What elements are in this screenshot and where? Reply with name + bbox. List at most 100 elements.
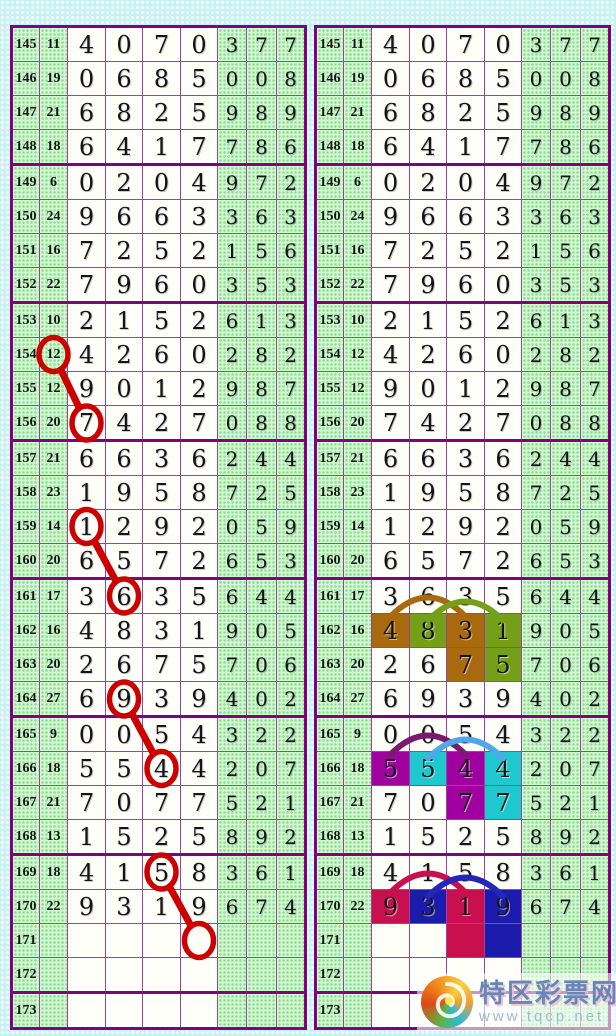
cell-sum: 27: [39, 681, 68, 717]
cell-d2: [105, 923, 143, 958]
cell-sum: [343, 957, 372, 993]
cell-g1: 7: [217, 647, 247, 682]
cell-g1: 7: [521, 475, 551, 510]
cell-d3: 7: [142, 543, 181, 579]
cell-d4: 8: [180, 475, 218, 510]
table-row: 160 20 6 5 7 2 6 5 3: [11, 543, 306, 579]
cell-d1: 5: [371, 751, 410, 786]
cell-g2: 1: [550, 301, 581, 338]
cell-period: 161: [11, 577, 40, 614]
cell-g2: 9: [246, 819, 277, 855]
cell-d4: 0: [180, 26, 218, 62]
cell-period: 170: [315, 889, 344, 924]
cell-sum: 9: [39, 715, 68, 752]
cell-g1: 3: [217, 267, 247, 303]
cell-sum: 12: [343, 337, 372, 372]
cell-d1: 7: [371, 267, 410, 303]
cell-g2: 5: [550, 267, 581, 303]
cell-d1: 9: [371, 889, 410, 924]
cell-d4: 5: [484, 577, 522, 614]
cell-period: 152: [11, 267, 40, 303]
cell-period: 148: [11, 129, 40, 165]
cell-d1: 4: [371, 337, 410, 372]
cell-d2: 1: [105, 301, 143, 338]
cell-g2: 8: [246, 371, 277, 406]
cell-d3: 3: [142, 681, 181, 717]
cell-d2: 6: [409, 577, 447, 614]
cell-d2: [105, 957, 143, 993]
cell-g2: 7: [246, 889, 277, 924]
cell-d3: 7: [446, 26, 485, 62]
cell-period: 153: [11, 301, 40, 338]
cell-d2: 5: [409, 819, 447, 855]
cell-g1: 7: [217, 475, 247, 510]
cell-d4: 7: [484, 785, 522, 820]
cell-d4: 0: [180, 337, 218, 372]
cell-period: 172: [11, 957, 40, 993]
cell-period: 154: [315, 337, 344, 372]
cell-d2: 0: [105, 26, 143, 62]
cell-d4: [180, 957, 218, 993]
cell-d1: 9: [371, 371, 410, 406]
cell-sum: 16: [343, 233, 372, 268]
cell-g3: 6: [276, 647, 306, 682]
cell-d2: 0: [105, 715, 143, 752]
cell-d1: 3: [67, 577, 106, 614]
cell-g2: 8: [246, 405, 277, 441]
cell-g1: [217, 923, 247, 958]
cell-d1: 5: [67, 751, 106, 786]
cell-g2: 8: [246, 95, 277, 130]
cell-d4: 2: [484, 509, 522, 544]
cell-g1: 6: [217, 543, 247, 579]
cell-sum: 17: [343, 577, 372, 614]
cell-d2: 6: [105, 439, 143, 476]
cell-period: 163: [315, 647, 344, 682]
cell-d3: 3: [446, 577, 485, 614]
cell-period: 157: [315, 439, 344, 476]
cell-g1: 6: [217, 889, 247, 924]
cell-d1: 6: [67, 543, 106, 579]
cell-d4: 5: [484, 819, 522, 855]
cell-g2: 9: [550, 819, 581, 855]
cell-d4: 8: [180, 853, 218, 890]
cell-g2: 5: [246, 267, 277, 303]
cell-d1: 6: [371, 681, 410, 717]
cell-sum: 22: [343, 267, 372, 303]
cell-period: 149: [315, 163, 344, 200]
cell-d2: 2: [105, 337, 143, 372]
cell-d2: 6: [409, 61, 447, 96]
table-row: 148 18 6 4 1 7 7 8 6: [11, 129, 306, 165]
cell-d2: 5: [105, 751, 143, 786]
cell-g2: 0: [550, 681, 581, 717]
cell-sum: 21: [39, 95, 68, 130]
cell-sum: 20: [39, 543, 68, 579]
cell-g2: 8: [550, 129, 581, 165]
table-row: 168 13 1 5 2 5 8 9 2: [315, 819, 610, 855]
cell-g1: 2: [217, 439, 247, 476]
table-row: 149 6 0 2 0 4 9 7 2: [315, 163, 610, 200]
cell-period: 155: [315, 371, 344, 406]
table-row: 162 16 4 8 3 1 9 0 5: [315, 613, 610, 648]
cell-d3: 1: [446, 371, 485, 406]
cell-period: 166: [11, 751, 40, 786]
cell-d1: 7: [371, 405, 410, 441]
cell-g3: 1: [276, 853, 306, 890]
cell-g1: 3: [521, 853, 551, 890]
cell-sum: 17: [39, 577, 68, 614]
cell-g2: 6: [246, 853, 277, 890]
cell-d3: 1: [446, 129, 485, 165]
table-row: 164 27 6 9 3 9 4 0 2: [315, 681, 610, 717]
cell-period: 156: [315, 405, 344, 441]
cell-sum: 13: [343, 819, 372, 855]
cell-g2: 0: [246, 681, 277, 717]
cell-g1: 9: [521, 613, 551, 648]
table-row: 159 14 1 2 9 2 0 5 9: [11, 509, 306, 544]
cell-g3: 5: [580, 613, 610, 648]
cell-g1: 0: [521, 405, 551, 441]
cell-g2: 0: [550, 751, 581, 786]
cell-g2: 0: [246, 613, 277, 648]
cell-sum: 20: [39, 405, 68, 441]
cell-d2: 2: [409, 509, 447, 544]
table-row: 153 10 2 1 5 2 6 1 3: [11, 301, 306, 338]
table-row: 154 12 4 2 6 0 2 8 2: [11, 337, 306, 372]
